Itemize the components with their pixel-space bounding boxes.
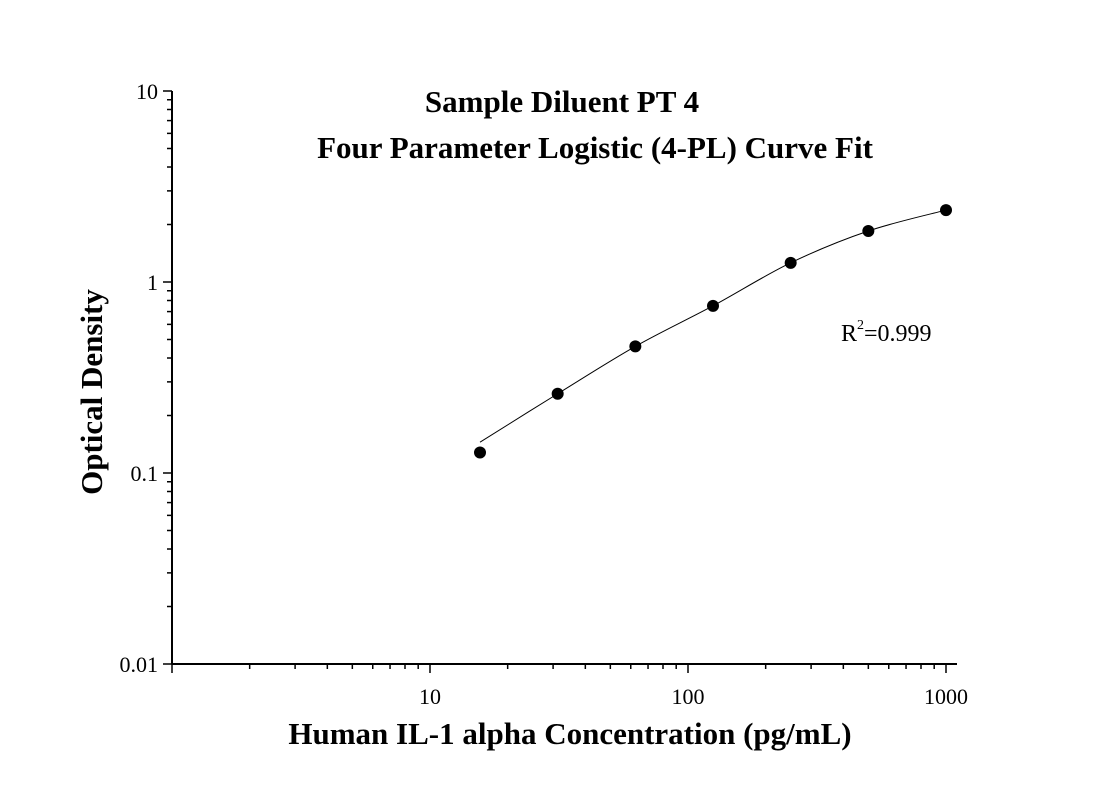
chart-title: Sample Diluent PT 4: [425, 84, 699, 119]
y-tick-label: 1: [147, 270, 158, 295]
data-point: [862, 224, 875, 237]
data-point: [940, 204, 952, 217]
x-tick-label: 10: [419, 684, 441, 709]
y-tick-label: 0.01: [120, 652, 159, 677]
data-point: [474, 446, 487, 459]
y-tick-label: 10: [136, 79, 158, 104]
axes: [171, 91, 957, 665]
chart-subtitle: Four Parameter Logistic (4-PL) Curve Fit: [317, 130, 874, 165]
r-squared-prefix: R: [841, 321, 857, 347]
data-point: [707, 299, 720, 312]
r-squared-annotation: R2=0.999: [841, 318, 932, 347]
y-ticks: 0.01 0.1 1 10: [120, 79, 172, 677]
data-points: [474, 204, 952, 459]
data-point: [784, 256, 797, 269]
x-tick-label: 1000: [924, 684, 968, 709]
x-axis-label: Human IL-1 alpha Concentration (pg/mL): [288, 716, 851, 751]
y-axis-label: Optical Density: [74, 289, 109, 495]
data-point: [551, 387, 564, 400]
x-ticks: 10 100 1000: [171, 664, 968, 709]
r-squared-superscript: 2: [857, 318, 864, 333]
x-tick-label: 100: [672, 684, 705, 709]
data-point: [629, 340, 642, 353]
y-tick-label: 0.1: [131, 461, 159, 486]
r-squared-value: =0.999: [864, 321, 932, 347]
